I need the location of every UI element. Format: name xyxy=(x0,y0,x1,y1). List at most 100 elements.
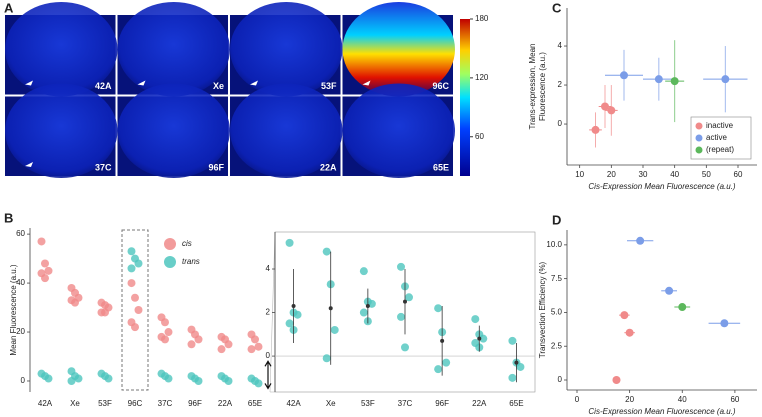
arrowhead xyxy=(362,80,371,86)
point xyxy=(601,102,609,111)
point xyxy=(442,358,451,367)
y-tick-label: 2 xyxy=(266,308,271,317)
point xyxy=(104,374,113,383)
tile-label: 96F xyxy=(208,162,224,172)
x-tick-label: 40 xyxy=(678,395,687,404)
point xyxy=(164,374,173,383)
x-tick-label: 42A xyxy=(286,399,301,408)
point xyxy=(397,312,405,321)
x-tick-label: 65E xyxy=(509,399,523,408)
point xyxy=(224,340,233,349)
tile-tissue xyxy=(5,1,118,97)
tile-tissue xyxy=(342,83,455,178)
x-tick-label: Xe xyxy=(326,399,336,408)
legend-label: (repeat) xyxy=(706,145,734,154)
x-tick-label: 60 xyxy=(730,395,739,404)
legend-label: trans xyxy=(182,257,200,266)
legend-swatch xyxy=(164,238,176,250)
point xyxy=(161,318,169,327)
point xyxy=(247,345,256,354)
tile-tissue xyxy=(230,1,343,97)
point xyxy=(131,293,139,302)
x-tick-label: 0 xyxy=(575,395,580,404)
tile-tissue xyxy=(117,1,230,97)
mean-point xyxy=(440,338,445,343)
y-tick-label: 40 xyxy=(16,278,25,287)
y-tick-label: 4 xyxy=(266,264,271,273)
point xyxy=(607,106,616,115)
x-tick-label: 40 xyxy=(670,170,679,179)
x-tick-label: 37C xyxy=(398,399,413,408)
panel-label: A xyxy=(4,0,14,15)
point xyxy=(285,238,294,247)
mean-point xyxy=(328,306,333,311)
highlight-box xyxy=(121,229,149,391)
point xyxy=(293,310,302,319)
x-tick-label: 37C xyxy=(158,399,173,408)
point xyxy=(397,262,405,271)
x-tick-label: 10 xyxy=(575,170,584,179)
y-tick-label: 60 xyxy=(16,229,25,238)
y-axis-label: Fluorescence (a.u.) xyxy=(538,52,547,121)
arrowhead xyxy=(25,162,33,167)
point xyxy=(625,328,634,337)
arrowhead xyxy=(25,80,33,86)
point xyxy=(44,266,53,275)
x-tick-label: 30 xyxy=(639,170,648,179)
point xyxy=(620,71,628,80)
point xyxy=(131,323,139,332)
point xyxy=(254,342,263,351)
legend-label: inactive xyxy=(706,121,734,130)
y-tick-label: 0 xyxy=(558,119,563,128)
x-tick-label: 50 xyxy=(702,170,711,179)
tile-tissue xyxy=(5,83,118,178)
x-tick-label: 42A xyxy=(38,399,53,408)
colorbar-label: 180 xyxy=(475,14,489,23)
point xyxy=(359,308,368,317)
point xyxy=(721,75,730,84)
point xyxy=(330,325,339,334)
x-tick-label: 96F xyxy=(188,399,202,408)
legend-swatch xyxy=(695,134,703,142)
tile-label: 22A xyxy=(320,162,337,172)
point xyxy=(508,373,517,382)
tile-label: 65E xyxy=(433,162,449,172)
legend-swatch xyxy=(695,122,703,130)
colorbar-label: 60 xyxy=(475,132,484,141)
point xyxy=(254,379,263,388)
panel-label: B xyxy=(4,210,13,225)
legend-swatch xyxy=(164,256,176,268)
x-tick-label: 65E xyxy=(248,399,262,408)
mean-point xyxy=(291,304,296,309)
point xyxy=(405,293,413,302)
x-axis-label: Cis-Expression Mean Fluorescence (a.u.) xyxy=(588,407,736,416)
zoom-arrow xyxy=(264,360,272,390)
tile-tissue xyxy=(230,83,343,178)
zoom-guide xyxy=(269,231,276,393)
x-tick-label: 53F xyxy=(361,399,375,408)
point xyxy=(217,345,226,354)
x-tick-label: 53F xyxy=(98,399,112,408)
mean-point xyxy=(403,299,407,304)
point xyxy=(127,264,136,273)
x-axis-label: Cis-Expression Mean Fluorescence (a.u.) xyxy=(588,182,736,191)
point xyxy=(187,340,196,349)
point xyxy=(636,236,645,245)
x-tick-label: 96F xyxy=(435,399,449,408)
colorbar-label: 120 xyxy=(475,73,489,82)
y-tick-label: 5.0 xyxy=(551,308,563,317)
colorbar xyxy=(460,19,470,176)
panel-label: C xyxy=(552,0,562,15)
legend-label: active xyxy=(706,133,727,142)
point xyxy=(134,306,143,314)
x-tick-label: 96C xyxy=(128,399,143,408)
y-tick-label: 2.5 xyxy=(551,341,563,350)
tile-label: 37C xyxy=(95,162,112,172)
point xyxy=(101,308,109,317)
point xyxy=(401,343,409,352)
y-tick-label: 0 xyxy=(266,351,271,360)
point xyxy=(359,267,368,276)
point xyxy=(367,299,376,308)
point xyxy=(194,335,203,344)
